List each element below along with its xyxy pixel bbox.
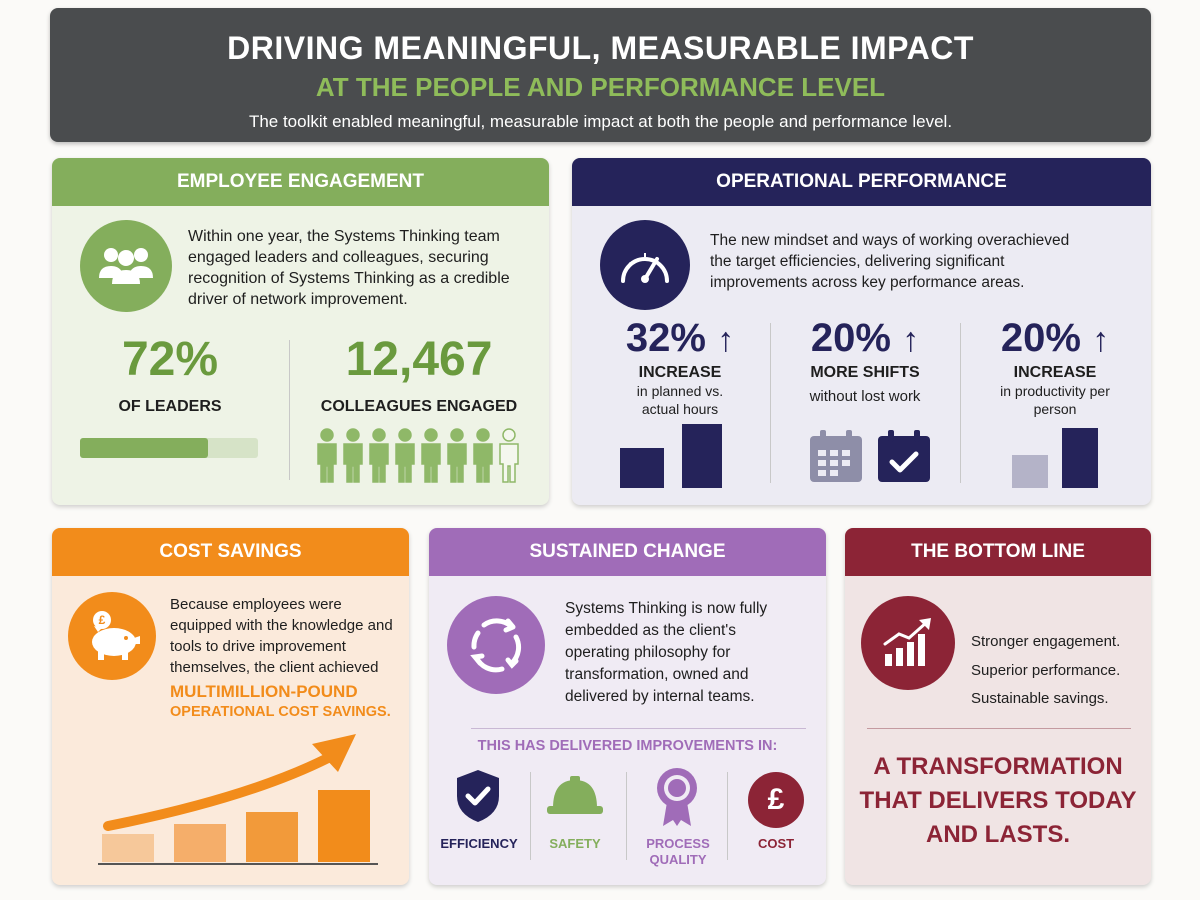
bottom-line-divider: [867, 728, 1131, 729]
leaders-label: OF LEADERS: [118, 398, 222, 415]
hard-hat-icon: [545, 772, 605, 825]
person-icon: [473, 428, 493, 483]
person-icon: [343, 428, 363, 483]
colleagues-count: 12,467: [345, 333, 493, 386]
bottom-line-engagement: Stronger engagement.: [971, 633, 1121, 650]
cost-savings-title: COST SAVINGS: [52, 528, 409, 576]
engagement-divider: [289, 340, 290, 480]
improvements-heading: THIS HAS DELIVERED IMPROVEMENTS IN:: [477, 738, 778, 754]
sustained-text: Systems Thinking is now fully embedded a…: [565, 600, 768, 705]
refresh-cycle-icon: [447, 596, 545, 694]
sustained-divider: [471, 728, 806, 729]
leaders-progress-fill: [80, 438, 209, 458]
improvement-safety: SAFETY: [549, 836, 601, 851]
metric-1-label: INCREASE: [638, 364, 722, 381]
growth-bar-chart: [98, 728, 383, 873]
metric-1-detail: in planned vs. actual hours: [636, 383, 724, 417]
page-title: DRIVING MEANINGFUL, MEASURABLE IMPACT: [227, 30, 974, 66]
cost-text: Because employees were equipped with the…: [170, 596, 393, 676]
cost-highlight-2: OPERATIONAL COST SAVINGS.: [170, 704, 391, 720]
improvement-divider-3: [727, 772, 728, 860]
metric-2-number: 20%: [810, 316, 891, 360]
person-icon: [499, 428, 519, 483]
metric-3-number: 20%: [1000, 316, 1081, 360]
improvement-efficiency: EFFICIENCY: [440, 836, 518, 851]
metric-3-value: 20% ↑: [960, 316, 1150, 361]
cost-savings-card: COST SAVINGS £ Because employees were eq…: [52, 528, 409, 885]
operational-performance-card: OPERATIONAL PERFORMANCE The new mindset …: [572, 158, 1151, 505]
employee-engagement-card: EMPLOYEE ENGAGEMENT Within one year, the…: [52, 158, 549, 505]
calendar-icon: [808, 430, 864, 489]
operational-text: The new mindset and ways of working over…: [710, 232, 1070, 291]
arrow-up-icon: ↑: [1092, 321, 1110, 359]
metric-divider-2: [960, 323, 961, 483]
metric-3-detail: in productivity per person: [1000, 383, 1110, 417]
arrow-up-icon: ↑: [902, 321, 920, 359]
improvement-process-quality: PROCESS QUALITY: [646, 836, 710, 867]
metric-2-value: 20% ↑: [770, 316, 960, 361]
metric-1-bar-before: [620, 448, 664, 488]
metric-3-label: INCREASE: [1013, 364, 1097, 381]
calendar-check-icon: [876, 430, 932, 489]
tagline-line-3: AND LASTS.: [926, 821, 1070, 848]
award-ribbon-icon: [653, 766, 701, 833]
improvement-cost: COST: [757, 836, 795, 851]
improvement-divider-2: [626, 772, 627, 860]
engagement-text: Within one year, the Systems Thinking te…: [188, 228, 510, 308]
pound-icon: £: [748, 772, 804, 828]
sustained-change-card: SUSTAINED CHANGE Systems Thinking is now…: [429, 528, 826, 885]
shield-check-icon: [455, 768, 501, 829]
person-icon: [447, 428, 467, 483]
metric-3-bar-after: [1062, 428, 1098, 488]
speedometer-icon: [600, 220, 690, 310]
growth-chart-icon: [861, 596, 955, 690]
person-icon: [369, 428, 389, 483]
piggy-bank-icon: £: [68, 592, 156, 680]
person-icon: [421, 428, 441, 483]
page-subtitle: AT THE PEOPLE AND PERFORMANCE LEVEL: [315, 72, 886, 102]
metric-1-value: 32% ↑: [590, 316, 770, 361]
operational-performance-title: OPERATIONAL PERFORMANCE: [572, 158, 1151, 206]
page-description: The toolkit enabled meaningful, measurab…: [248, 112, 953, 131]
leaders-percent: 72%: [121, 333, 219, 386]
bottom-line-tagline: A TRANSFORMATION THAT DELIVERS TODAY AND…: [845, 750, 1151, 852]
people-group-icon: [80, 220, 172, 312]
colleague-people-icons: [315, 428, 525, 486]
person-icon: [395, 428, 415, 483]
employee-engagement-title: EMPLOYEE ENGAGEMENT: [52, 158, 549, 206]
sustained-change-title: SUSTAINED CHANGE: [429, 528, 826, 576]
metric-2-label: MORE SHIFTS: [810, 364, 920, 381]
header-banner: DRIVING MEANINGFUL, MEASURABLE IMPACT AT…: [50, 8, 1151, 142]
tagline-line-1: A TRANSFORMATION: [873, 753, 1123, 780]
cost-highlight-1: MULTIMILLION-POUND: [170, 682, 358, 701]
bottom-line-savings: Sustainable savings.: [971, 690, 1109, 707]
metric-1-number: 32%: [625, 316, 706, 360]
metric-2-detail: without lost work: [809, 388, 921, 405]
person-icon: [317, 428, 337, 483]
svg-text:£: £: [99, 613, 106, 627]
colleagues-label: COLLEAGUES ENGAGED: [320, 398, 518, 415]
bottom-line-list: Stronger engagement. Superior performanc…: [971, 628, 1141, 714]
tagline-line-2: THAT DELIVERS TODAY: [859, 787, 1137, 814]
metric-divider-1: [770, 323, 771, 483]
metric-1-bar-after: [682, 424, 722, 488]
arrow-up-icon: ↑: [717, 321, 735, 359]
metric-3-bar-before: [1012, 455, 1048, 488]
improvement-divider-1: [530, 772, 531, 860]
bottom-line-title: THE BOTTOM LINE: [845, 528, 1151, 576]
bottom-line-performance: Superior performance.: [971, 661, 1121, 679]
bottom-line-card: THE BOTTOM LINE Stronger engagement. Sup…: [845, 528, 1151, 885]
leaders-progress-track: [80, 438, 258, 458]
